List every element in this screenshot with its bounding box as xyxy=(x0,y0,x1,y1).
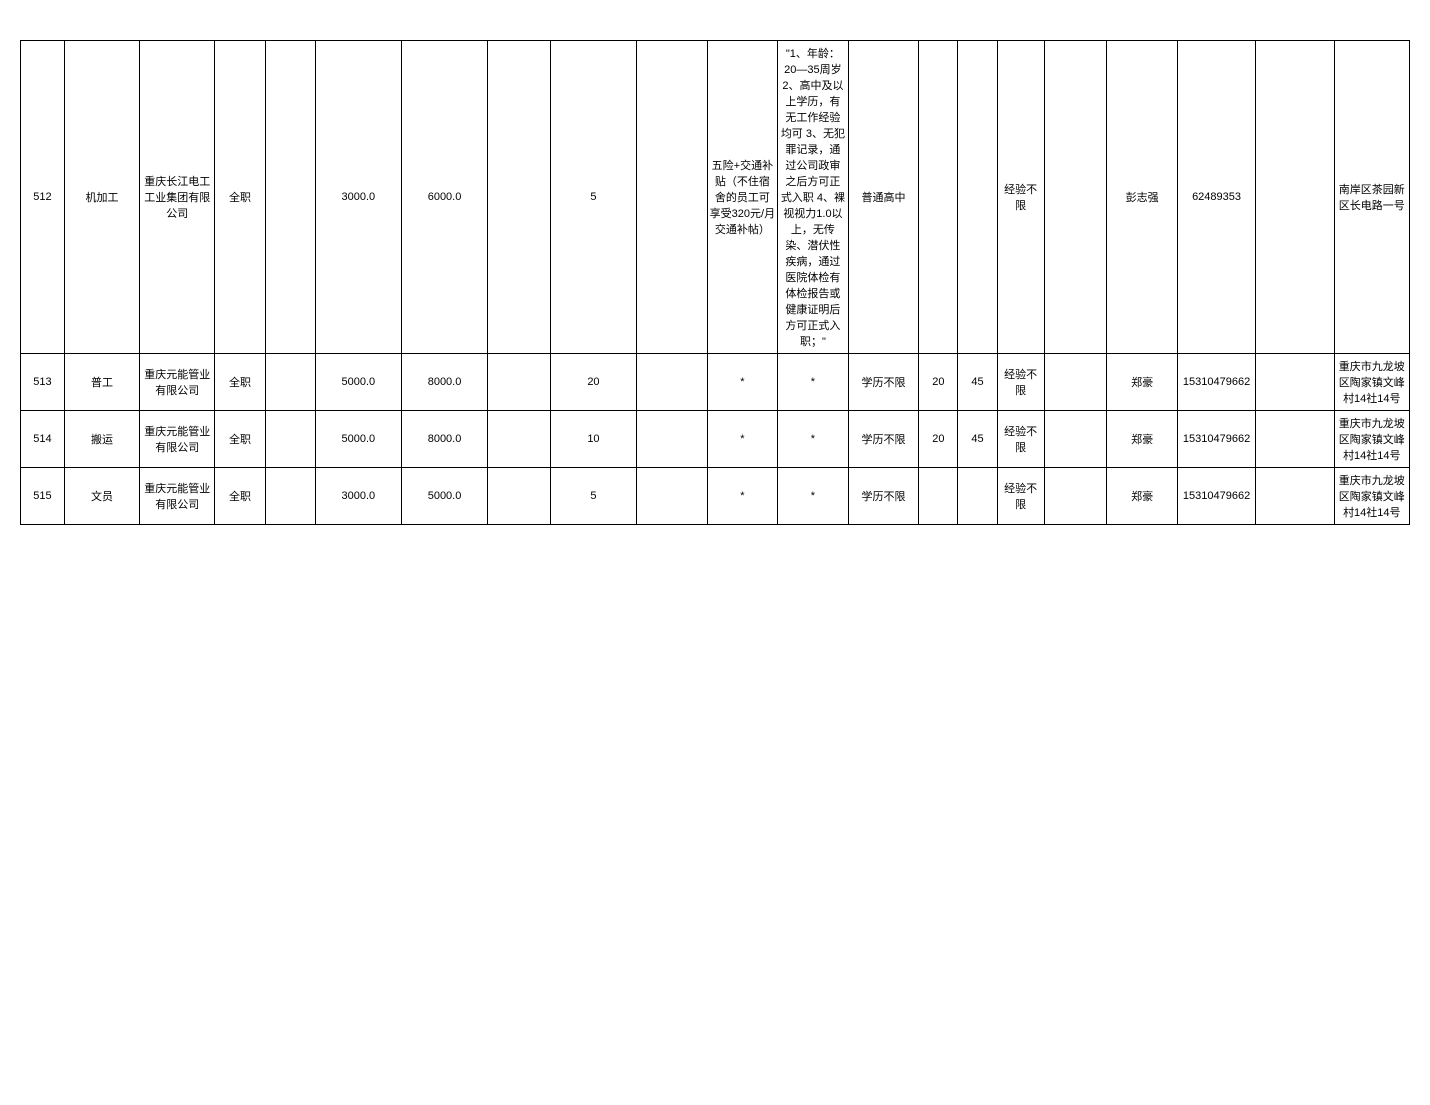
cell-empty1 xyxy=(265,354,315,411)
cell-salary_max: 8000.0 xyxy=(401,411,487,468)
cell-count: 20 xyxy=(550,354,636,411)
cell-id: 513 xyxy=(21,354,65,411)
cell-company: 重庆长江电工工业集团有限公司 xyxy=(140,41,215,354)
cell-age_max xyxy=(958,41,997,354)
cell-education: 学历不限 xyxy=(848,411,919,468)
cell-empty1 xyxy=(265,468,315,525)
cell-type: 全职 xyxy=(215,411,265,468)
cell-phone: 62489353 xyxy=(1177,41,1255,354)
cell-empty2 xyxy=(488,354,551,411)
cell-contact: 郑豪 xyxy=(1107,354,1178,411)
cell-salary_max: 8000.0 xyxy=(401,354,487,411)
cell-salary_max: 5000.0 xyxy=(401,468,487,525)
cell-salary_min: 5000.0 xyxy=(315,354,401,411)
cell-company: 重庆元能管业有限公司 xyxy=(140,468,215,525)
cell-empty2 xyxy=(488,411,551,468)
cell-salary_min: 3000.0 xyxy=(315,41,401,354)
cell-count: 5 xyxy=(550,41,636,354)
cell-empty3 xyxy=(637,468,708,525)
cell-education: 学历不限 xyxy=(848,468,919,525)
table-row: 514搬运重庆元能管业有限公司全职5000.08000.010**学历不限204… xyxy=(21,411,1410,468)
cell-empty5 xyxy=(1256,411,1334,468)
cell-experience: 经验不限 xyxy=(997,411,1044,468)
cell-empty4 xyxy=(1044,41,1107,354)
cell-age_min xyxy=(919,41,958,354)
cell-type: 全职 xyxy=(215,41,265,354)
cell-contact: 郑豪 xyxy=(1107,411,1178,468)
cell-benefits: * xyxy=(707,354,778,411)
cell-position: 文员 xyxy=(64,468,139,525)
cell-id: 512 xyxy=(21,41,65,354)
cell-empty4 xyxy=(1044,468,1107,525)
cell-education: 普通高中 xyxy=(848,41,919,354)
cell-phone: 15310479662 xyxy=(1177,354,1255,411)
cell-empty3 xyxy=(637,411,708,468)
cell-age_min xyxy=(919,468,958,525)
cell-salary_max: 6000.0 xyxy=(401,41,487,354)
cell-position: 机加工 xyxy=(64,41,139,354)
cell-requirements: * xyxy=(778,354,849,411)
cell-age_min: 20 xyxy=(919,411,958,468)
cell-benefits: * xyxy=(707,411,778,468)
table-row: 513普工重庆元能管业有限公司全职5000.08000.020**学历不限204… xyxy=(21,354,1410,411)
job-listings-table: 512机加工重庆长江电工工业集团有限公司全职3000.06000.05五险+交通… xyxy=(20,40,1410,525)
cell-company: 重庆元能管业有限公司 xyxy=(140,411,215,468)
cell-id: 515 xyxy=(21,468,65,525)
cell-address: 南岸区茶园新区长电路一号 xyxy=(1334,41,1409,354)
cell-count: 10 xyxy=(550,411,636,468)
table-row: 515文员重庆元能管业有限公司全职3000.05000.05**学历不限经验不限… xyxy=(21,468,1410,525)
cell-contact: 郑豪 xyxy=(1107,468,1178,525)
cell-age_min: 20 xyxy=(919,354,958,411)
cell-education: 学历不限 xyxy=(848,354,919,411)
cell-position: 搬运 xyxy=(64,411,139,468)
cell-type: 全职 xyxy=(215,468,265,525)
cell-address: 重庆市九龙坡区陶家镇文峰村14社14号 xyxy=(1334,354,1409,411)
cell-phone: 15310479662 xyxy=(1177,411,1255,468)
cell-requirements: * xyxy=(778,411,849,468)
cell-address: 重庆市九龙坡区陶家镇文峰村14社14号 xyxy=(1334,468,1409,525)
cell-experience: 经验不限 xyxy=(997,468,1044,525)
cell-empty3 xyxy=(637,354,708,411)
cell-salary_min: 5000.0 xyxy=(315,411,401,468)
cell-empty5 xyxy=(1256,354,1334,411)
cell-empty4 xyxy=(1044,411,1107,468)
cell-id: 514 xyxy=(21,411,65,468)
cell-requirements: * xyxy=(778,468,849,525)
cell-age_max: 45 xyxy=(958,354,997,411)
cell-benefits: * xyxy=(707,468,778,525)
cell-type: 全职 xyxy=(215,354,265,411)
cell-benefits: 五险+交通补贴（不住宿舍的员工可享受320元/月交通补帖） xyxy=(707,41,778,354)
cell-empty2 xyxy=(488,468,551,525)
cell-empty3 xyxy=(637,41,708,354)
cell-empty5 xyxy=(1256,41,1334,354)
cell-address: 重庆市九龙坡区陶家镇文峰村14社14号 xyxy=(1334,411,1409,468)
cell-empty4 xyxy=(1044,354,1107,411)
table-row: 512机加工重庆长江电工工业集团有限公司全职 3000.06000.0 5 五险+交通… xyxy=(21,41,1410,354)
cell-experience: 经验不限 xyxy=(997,41,1044,354)
cell-contact: 彭志强 xyxy=(1107,41,1178,354)
cell-count: 5 xyxy=(550,468,636,525)
cell-empty2 xyxy=(488,41,551,354)
cell-company: 重庆元能管业有限公司 xyxy=(140,354,215,411)
cell-salary_min: 3000.0 xyxy=(315,468,401,525)
cell-position: 普工 xyxy=(64,354,139,411)
cell-empty1 xyxy=(265,411,315,468)
cell-empty1 xyxy=(265,41,315,354)
cell-phone: 15310479662 xyxy=(1177,468,1255,525)
cell-experience: 经验不限 xyxy=(997,354,1044,411)
cell-requirements: "1、年龄：20—35周岁 2、高中及以上学历，有无工作经验均可 3、无犯罪记录… xyxy=(778,41,849,354)
cell-empty5 xyxy=(1256,468,1334,525)
cell-age_max: 45 xyxy=(958,411,997,468)
cell-age_max xyxy=(958,468,997,525)
